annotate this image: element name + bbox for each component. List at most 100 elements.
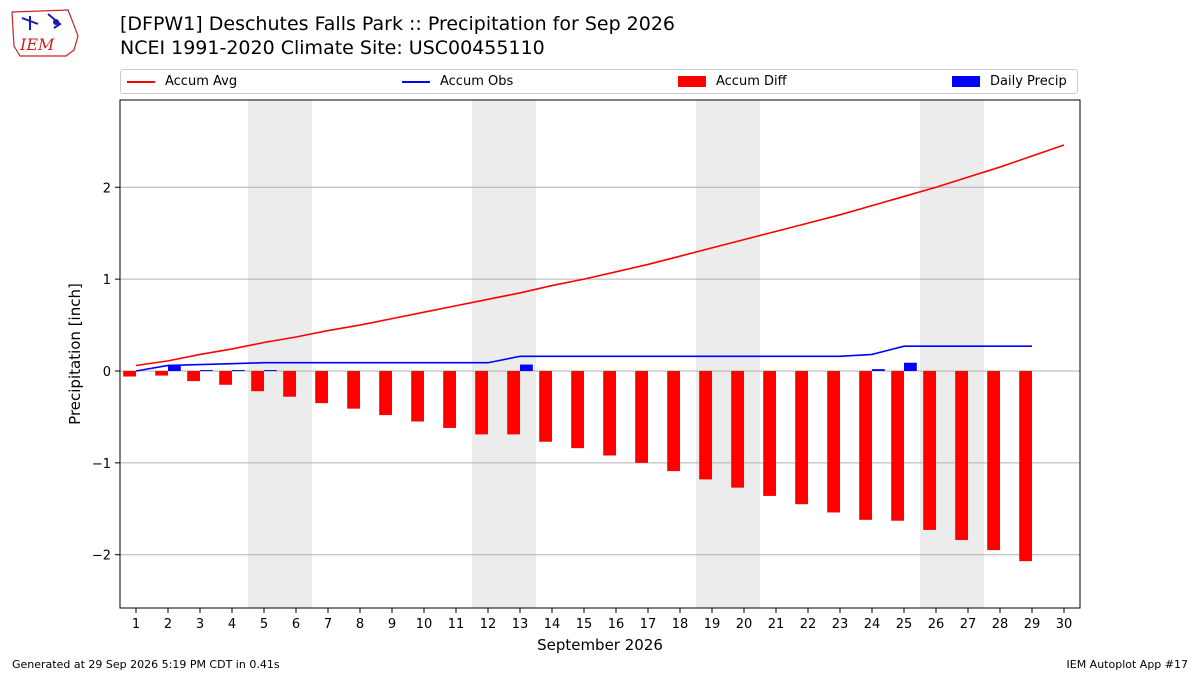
daily-precip-bar (200, 370, 213, 372)
daily-precip-bar (904, 362, 917, 371)
accum-diff-bar (1019, 370, 1032, 562)
y-tick-label: −2 (92, 549, 111, 564)
y-axis-label: Precipitation [inch] (66, 283, 84, 425)
legend-accum-diff-swatch (678, 76, 706, 87)
chart-title: [DFPW1] Deschutes Falls Park :: Precipit… (120, 12, 675, 60)
x-tick-label: 25 (896, 617, 913, 632)
x-tick-label: 22 (800, 617, 817, 632)
accum-diff-bar (123, 370, 136, 377)
x-tick-label: 11 (448, 617, 465, 632)
accum-diff-bar (763, 370, 776, 496)
weekend-shading (248, 100, 984, 608)
accum-obs-line (135, 345, 1032, 372)
daily-precip-bar (264, 370, 277, 372)
y-tick-label: 2 (103, 181, 111, 196)
x-tick-label: 29 (1024, 617, 1041, 632)
accum-diff-bar (603, 370, 616, 456)
weekend-span (248, 100, 312, 608)
chart-legend: Accum Avg Accum Obs Accum Diff Daily Pre… (120, 69, 1078, 94)
x-tick-label: 20 (736, 617, 753, 632)
bars (123, 362, 1032, 562)
x-tick-label: 2 (164, 617, 172, 632)
legend-accum-diff-label: Accum Diff (716, 74, 787, 89)
x-tick-label: 3 (196, 617, 204, 632)
plot-frame (119, 99, 1081, 609)
accum-diff-bar (379, 370, 392, 416)
legend-accum-avg-swatch (127, 81, 155, 83)
accum-diff-bar (795, 370, 808, 505)
accum-diff-bar (827, 370, 840, 513)
x-tick-label: 17 (640, 617, 657, 632)
footer-app: IEM Autoplot App #17 (1066, 658, 1189, 671)
x-axis-label: September 2026 (537, 636, 663, 654)
accum-diff-bar (507, 370, 520, 435)
legend-accum-obs-swatch (402, 81, 430, 83)
accum-diff-bar (635, 370, 648, 463)
y-tick-label: −1 (92, 457, 111, 472)
x-tick-label: 30 (1056, 617, 1073, 632)
x-tick-label: 7 (324, 617, 332, 632)
title-line-2: NCEI 1991-2020 Climate Site: USC00455110 (120, 37, 545, 59)
x-tick-label: 21 (768, 617, 785, 632)
accum-diff-bar (411, 370, 424, 422)
weekend-span (920, 100, 984, 608)
y-tick-label: 1 (103, 273, 111, 288)
accum-diff-bar (539, 370, 552, 442)
accum-avg-line (135, 144, 1065, 367)
daily-precip-bar (232, 370, 245, 372)
x-tick-label: 6 (292, 617, 300, 632)
legend-accum-avg-label: Accum Avg (165, 74, 238, 89)
x-tick-label: 8 (356, 617, 364, 632)
accum-diff-bar (955, 370, 968, 541)
lines (135, 144, 1065, 372)
footer-generated: Generated at 29 Sep 2026 5:19 PM CDT in … (12, 658, 280, 671)
x-tick-label: 27 (960, 617, 977, 632)
accum-diff-bar (187, 370, 200, 382)
legend-daily-precip-label: Daily Precip (990, 74, 1067, 89)
gridlines (120, 186, 1080, 556)
x-tick-label: 28 (992, 617, 1009, 632)
accum-diff-bar (923, 370, 936, 530)
accum-diff-bar (571, 370, 584, 449)
iem-logo: IEM (8, 6, 80, 58)
x-tick-label: 18 (672, 617, 689, 632)
accum-diff-bar (315, 370, 328, 404)
x-tick-label: 14 (544, 617, 561, 632)
x-tick-label: 23 (832, 617, 849, 632)
daily-precip-bar (520, 364, 533, 371)
x-tick-label: 24 (864, 617, 881, 632)
x-tick-label: 4 (228, 617, 236, 632)
logo-text: IEM (19, 35, 55, 54)
weekend-span (472, 100, 536, 608)
x-tick-label: 10 (416, 617, 433, 632)
accum-diff-bar (667, 370, 680, 472)
accum-diff-bar (443, 370, 456, 428)
daily-precip-bar (168, 365, 181, 371)
x-tick-label: 9 (388, 617, 396, 632)
accum-diff-bar (155, 370, 168, 376)
x-tick-label: 1 (132, 617, 140, 632)
x-tick-label: 26 (928, 617, 945, 632)
accum-diff-bar (347, 370, 360, 409)
accum-diff-bar (699, 370, 712, 480)
x-tick-label: 16 (608, 617, 625, 632)
x-tick-label: 13 (512, 617, 529, 632)
x-tick-label: 5 (260, 617, 268, 632)
x-tick-label: 15 (576, 617, 593, 632)
x-tick-label: 12 (480, 617, 497, 632)
legend-accum-obs-label: Accum Obs (440, 74, 514, 89)
accum-diff-bar (475, 370, 488, 435)
title-line-1: [DFPW1] Deschutes Falls Park :: Precipit… (120, 13, 676, 35)
accum-diff-bar (859, 370, 872, 520)
legend-daily-precip-swatch (952, 76, 980, 87)
y-tick-label: 0 (103, 365, 111, 380)
accum-diff-bar (987, 370, 1000, 551)
daily-precip-bar (872, 369, 885, 371)
accum-diff-bar (283, 370, 296, 397)
accum-diff-bar (731, 370, 744, 488)
x-tick-label: 19 (704, 617, 721, 632)
weekend-span (696, 100, 760, 608)
accum-diff-bar (219, 370, 232, 385)
